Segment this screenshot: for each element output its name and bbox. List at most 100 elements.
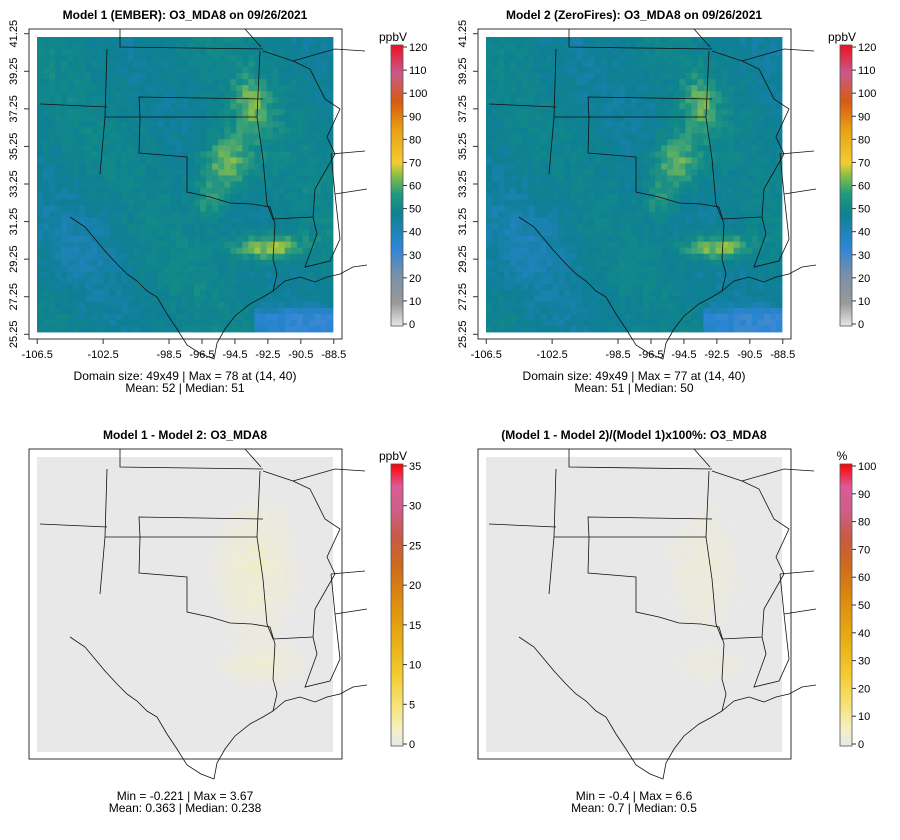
heatmap-cell [43, 319, 50, 327]
heatmap-cell [576, 139, 584, 146]
heatmap-cell [103, 259, 110, 267]
heatmap-cell [570, 205, 578, 212]
heatmap-cell [667, 265, 674, 273]
heatmap-cell [552, 139, 559, 146]
heatmap-cell [49, 91, 56, 98]
heatmap-cell [248, 511, 255, 518]
heatmap-cell [739, 265, 747, 273]
heatmap-cell [200, 37, 207, 44]
heatmap-cell [61, 79, 68, 86]
heatmap-cell [37, 139, 44, 146]
heatmap-cell [188, 319, 195, 327]
heatmap-cell [727, 85, 735, 92]
heatmap-cell [564, 139, 571, 146]
heatmap-cell [492, 85, 499, 92]
heatmap-cell [121, 307, 129, 315]
heatmap-cell [763, 85, 771, 92]
heatmap-cell [667, 319, 674, 327]
heatmap-cell [612, 265, 620, 273]
heatmap-cell [121, 205, 129, 212]
heatmap-cell [181, 313, 189, 321]
heatmap-cell [775, 223, 783, 231]
heatmap-cell [751, 295, 759, 303]
heatmap-cell [751, 325, 759, 333]
heatmap-cell [757, 151, 765, 158]
heatmap-cell [284, 193, 292, 200]
heatmap-cell [248, 277, 255, 285]
heatmap-cell [127, 259, 135, 267]
heatmap-cell [121, 115, 129, 122]
heatmap-cell [206, 97, 213, 104]
heatmap-cell [588, 217, 596, 225]
heatmap-cell [97, 145, 104, 152]
heatmap-cell [218, 73, 225, 80]
heatmap-cell [667, 211, 674, 219]
heatmap-cell [188, 247, 195, 255]
heatmap-cell [85, 61, 92, 68]
heatmap-cell [169, 301, 177, 309]
heatmap-cell [733, 277, 741, 285]
heatmap-cell [655, 205, 662, 212]
heatmap-cell [504, 247, 511, 255]
heatmap-cell [624, 235, 632, 243]
heatmap-cell [206, 295, 213, 303]
heatmap-cell [302, 145, 310, 152]
heatmap-cell [139, 55, 147, 62]
heatmap-cell [79, 325, 86, 333]
heatmap-cell [492, 181, 499, 188]
heatmap-cell [691, 109, 698, 116]
heatmap-cell [121, 163, 129, 170]
heatmap-cell [175, 247, 183, 255]
heatmap-cell [763, 103, 771, 110]
heatmap-cell [49, 103, 56, 110]
heatmap-cell [709, 145, 716, 152]
heatmap-cell [630, 109, 638, 116]
heatmap-cell [157, 127, 165, 134]
heatmap-cell [326, 271, 334, 279]
heatmap-cell [552, 115, 559, 122]
heatmap-cell [284, 277, 292, 285]
heatmap-cell [534, 199, 541, 206]
heatmap-cell [79, 61, 86, 68]
heatmap-cell [127, 211, 135, 219]
heatmap-cell [320, 319, 328, 327]
heatmap-cell [679, 301, 686, 309]
heatmap-cell [594, 73, 602, 80]
heatmap-cell [37, 91, 44, 98]
heatmap-cell [492, 265, 499, 273]
heatmap-cell [618, 157, 626, 164]
heatmap-cell [775, 259, 783, 267]
heatmap-cell [570, 295, 578, 303]
heatmap-cell [564, 163, 571, 170]
heatmap-cell [649, 217, 656, 225]
heatmap-cell [302, 253, 310, 261]
heatmap-cell [127, 187, 135, 194]
heatmap-cell [49, 49, 56, 56]
heatmap-cell [679, 133, 686, 140]
heatmap-cell [637, 193, 644, 200]
heatmap-cell [594, 91, 602, 98]
heatmap-cell [576, 301, 584, 309]
heatmap-cell [133, 265, 141, 273]
heatmap-cell [163, 175, 171, 182]
heatmap-cell [212, 259, 219, 267]
heatmap-cell [709, 313, 716, 321]
heatmap-cell [97, 217, 104, 225]
heatmap-cell [510, 193, 517, 200]
heatmap-cell [510, 133, 517, 140]
heatmap-cell [272, 157, 280, 164]
heatmap-cell [649, 223, 656, 231]
heatmap-cell [540, 229, 547, 237]
panel-3-title: Model 1 - Model 2: O3_MDA8 [103, 428, 267, 442]
heatmap-cell [697, 301, 704, 309]
heatmap-cell [145, 235, 153, 243]
heatmap-cell [546, 211, 553, 219]
heatmap-cell [775, 295, 783, 303]
heatmap-cell [769, 319, 777, 327]
heatmap-cell [61, 67, 68, 74]
heatmap-cell [169, 85, 177, 92]
heatmap-cell [727, 241, 735, 249]
heatmap-cell [230, 67, 237, 74]
heatmap-cell [594, 97, 602, 104]
heatmap-cell [188, 217, 195, 225]
